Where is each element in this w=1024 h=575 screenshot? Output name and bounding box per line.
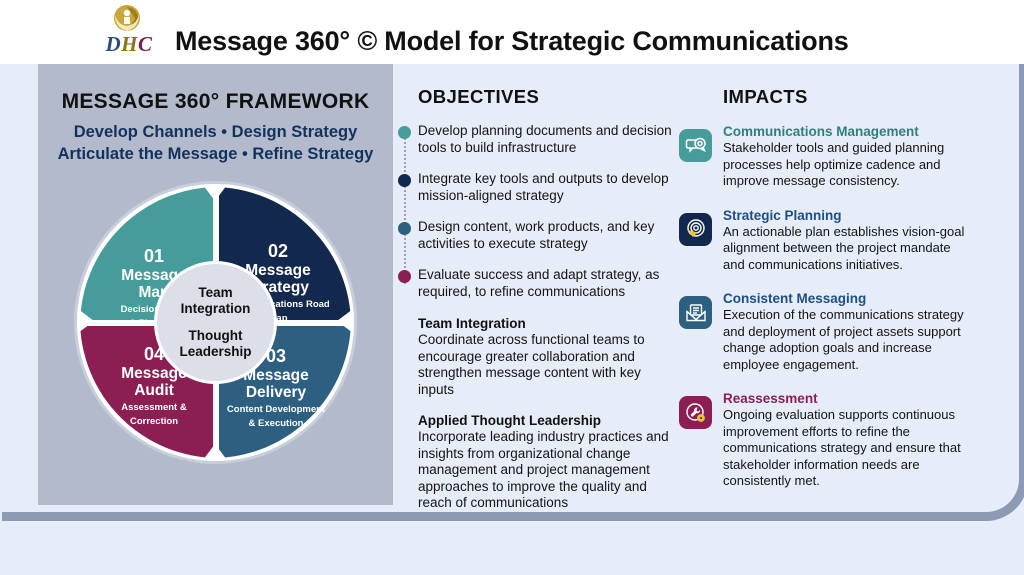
impact-item-reassessment: Reassessment Ongoing evaluation supports… — [679, 390, 968, 490]
impact-item-strategic-planning: Strategic Planning An actionable plan es… — [679, 207, 968, 274]
quadrant-03-name-line1: Message — [243, 367, 309, 384]
impact-body-1: Stakeholder tools and guided planning pr… — [723, 140, 945, 188]
framework-subtitle-line1: Develop Channels • Design Strategy — [73, 123, 358, 141]
wheel-center-hub: Team Integration Thought Leadership — [154, 261, 277, 384]
message-360-wheel: 01 Message Map Decision Tools & Planning… — [77, 184, 354, 461]
objective-text-2: Integrate key tools and outputs to devel… — [418, 171, 669, 203]
quadrant-03-desc-line1: Content Development — [226, 404, 326, 415]
objective-bullet-2-icon — [398, 174, 411, 187]
dhc-logo-text: DHC — [92, 32, 166, 57]
objectives-note-thought-leadership: Applied Thought Leadership Incorporate l… — [418, 412, 673, 512]
quadrant-02-desc-line2: Map — [268, 313, 288, 324]
framework-subtitle-line2: Articulate the Message • Refine Strategy — [57, 145, 374, 163]
hub-team-line2: Integration — [180, 301, 251, 316]
objective-item-4: Evaluate success and adapt strategy, as … — [398, 267, 673, 300]
quadrant-04-desc-line2: Correction — [129, 416, 179, 427]
quadrant-03-name-line2: Delivery — [245, 384, 307, 401]
impact-title-2: Strategic Planning — [723, 207, 842, 223]
flow-arrow-top-icon — [203, 185, 227, 201]
framework-subtitle: Develop Channels • Design Strategy Artic… — [38, 121, 393, 165]
objective-text-3: Design content, work products, and key a… — [418, 219, 655, 251]
chat-bubbles-icon — [679, 129, 712, 162]
objective-bullet-4-icon — [398, 270, 411, 283]
impact-body-3: Execution of the communications strategy… — [723, 307, 964, 372]
quadrant-01-number: 01 — [143, 246, 165, 266]
objective-text-1: Develop planning documents and decision … — [418, 123, 672, 155]
page-header: DHC Message 360° © Model for Strategic C… — [0, 0, 1024, 64]
impacts-heading: IMPACTS — [723, 86, 808, 107]
quadrant-04-name-line1: Message — [121, 365, 187, 382]
objective-item-2: Integrate key tools and outputs to devel… — [398, 171, 673, 204]
objective-bullet-1-icon — [398, 126, 411, 139]
objectives-column: OBJECTIVES Develop planning documents an… — [398, 86, 673, 512]
target-arrow-icon — [679, 212, 712, 246]
objectives-note-team-integration: Team Integration Coordinate across funct… — [418, 315, 673, 398]
impact-item-consistent-messaging: Consistent Messaging Execution of the co… — [679, 290, 968, 373]
logo-letter-d: D — [105, 32, 122, 56]
note-title-team-integration: Team Integration — [418, 316, 526, 331]
impact-body-2: An actionable plan establishes vision-go… — [723, 223, 965, 272]
quadrant-03-number: 03 — [265, 346, 287, 366]
envelope-document-icon — [679, 296, 712, 329]
hub-label-team-integration: Team Integration — [181, 285, 251, 317]
quadrant-03-desc-line2: & Execution — [248, 418, 304, 429]
note-body-team-integration: Coordinate across functional teams to en… — [418, 332, 645, 397]
logo-letter-c: C — [138, 32, 153, 56]
impacts-column: IMPACTS Communications Management Stakeh… — [679, 86, 968, 507]
impact-title-4: Reassessment — [723, 391, 818, 406]
impact-title-3: Consistent Messaging — [723, 291, 867, 306]
objective-text-4: Evaluate success and adapt strategy, as … — [418, 267, 660, 299]
impact-item-communications-management: Communications Management Stakeholder to… — [679, 123, 968, 190]
hub-team-line1: Team — [198, 285, 233, 300]
quadrant-03-label: 03 Message Delivery Content Development … — [217, 346, 335, 429]
hub-thought-line2: Leadership — [179, 344, 252, 359]
quadrant-02-label: 02 Message Strategy Communications Road … — [219, 241, 337, 324]
quadrant-04-name-line2: Audit — [134, 382, 174, 399]
quadrant-02-number: 02 — [267, 241, 289, 261]
flow-arrow-left-icon — [78, 309, 94, 333]
flow-arrow-right-icon — [337, 309, 353, 333]
note-title-thought-leadership: Applied Thought Leadership — [418, 413, 601, 428]
flow-arrow-bottom-icon — [203, 444, 227, 460]
logo-letter-h: H — [121, 32, 138, 56]
framework-title: MESSAGE 360° FRAMEWORK — [61, 90, 370, 113]
note-body-thought-leadership: Incorporate leading industry practices a… — [418, 429, 669, 510]
wrench-gear-icon — [679, 396, 712, 429]
decorative-frame-border — [2, 64, 1024, 521]
objective-bullet-3-icon — [398, 222, 411, 235]
objective-item-1: Develop planning documents and decision … — [398, 123, 673, 156]
quadrant-02-desc-line1: Communications Road — [226, 299, 330, 310]
quadrant-02-name-line1: Message — [245, 262, 311, 279]
quadrant-04-desc-line1: Assessment & — [121, 402, 187, 413]
impact-title-1: Communications Management — [723, 124, 919, 139]
impact-body-4: Ongoing evaluation supports continuous i… — [723, 407, 961, 488]
page-title: Message 360° © Model for Strategic Commu… — [175, 26, 849, 56]
quadrant-01-desc-line1: Decision Tools — [120, 304, 188, 315]
framework-panel: MESSAGE 360° FRAMEWORK Develop Channels … — [38, 64, 393, 505]
hub-label-thought-leadership: Thought Leadership — [179, 328, 251, 360]
dhc-logo: DHC — [92, 4, 166, 62]
objectives-connector-line — [404, 133, 406, 284]
objectives-heading: OBJECTIVES — [418, 86, 540, 107]
objectives-list: Develop planning documents and decision … — [398, 123, 673, 300]
hub-thought-line1: Thought — [188, 328, 243, 343]
quadrant-04-number: 04 — [143, 344, 165, 364]
quadrant-04-label: 04 Message Audit Assessment & Correction — [95, 344, 213, 427]
dhc-emblem-icon — [114, 5, 140, 31]
objective-item-3: Design content, work products, and key a… — [398, 219, 673, 252]
